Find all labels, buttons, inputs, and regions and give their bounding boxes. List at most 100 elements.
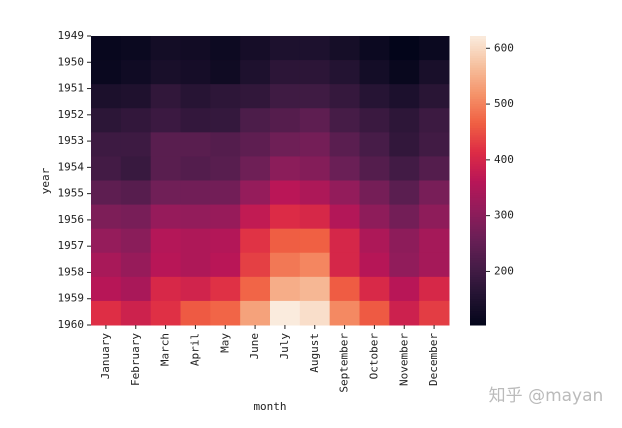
colorbar-segment (470, 238, 486, 242)
heat-cell (329, 180, 360, 206)
heat-cell (419, 276, 450, 302)
heat-cell (150, 156, 181, 181)
y-tick-label: 1949 (58, 29, 85, 42)
colorbar-segment (470, 64, 486, 68)
colorbar-segment (470, 50, 486, 54)
colorbar-segment (470, 221, 486, 225)
heat-cell (419, 132, 450, 157)
y-tick-label: 1959 (58, 292, 85, 305)
heat-cell (210, 180, 241, 206)
colorbar-segment (470, 226, 486, 230)
heat-cell (120, 300, 152, 326)
heat-cell (299, 84, 331, 109)
heat-cell (359, 276, 390, 302)
colorbar-segment (470, 214, 486, 218)
heat-cell (120, 60, 152, 85)
heat-cell (91, 60, 122, 85)
colorbar-segment (470, 197, 486, 201)
heat-cell (91, 204, 122, 230)
heat-cell (210, 60, 241, 85)
heat-cell (150, 252, 181, 278)
heat-cell (389, 60, 420, 85)
heat-cell (389, 300, 420, 326)
colorbar-segment (470, 322, 486, 326)
heat-cell (91, 108, 122, 133)
heat-cell (91, 300, 122, 326)
heat-cell (329, 156, 360, 181)
colorbar-segment (470, 105, 486, 109)
heat-cell (91, 180, 122, 206)
heat-cell (120, 132, 152, 157)
colorbar-segment (470, 192, 486, 196)
colorbar-segment (470, 144, 486, 148)
colorbar-segment (470, 245, 486, 249)
colorbar-segment (470, 134, 486, 138)
colorbar-segment (470, 202, 486, 206)
heat-cell (419, 228, 450, 254)
colorbar-segment (470, 38, 486, 42)
heat-cell (120, 180, 152, 206)
colorbar-segment (470, 62, 486, 66)
heat-cell (389, 228, 420, 254)
heat-cell (180, 84, 211, 109)
y-tick-label: 1956 (58, 213, 85, 226)
colorbar-segment (470, 96, 486, 100)
heat-cell (240, 60, 271, 85)
colorbar-segment (470, 117, 486, 121)
colorbar-tick-label: 500 (494, 97, 514, 110)
y-axis-label: year (39, 167, 52, 194)
heat-cell (329, 300, 360, 326)
heat-cell (120, 156, 152, 181)
colorbar-segment (470, 115, 486, 119)
colorbar-segment (470, 300, 486, 304)
heat-cell (299, 156, 331, 181)
x-tick-label: August (308, 333, 321, 373)
heat-cell (389, 204, 420, 230)
heat-cell (150, 300, 181, 326)
heat-cell (180, 252, 211, 278)
x-tick-label: February (129, 333, 142, 386)
colorbar-segment (470, 269, 486, 273)
colorbar-segment (470, 76, 486, 80)
colorbar-tick-label: 300 (494, 209, 514, 222)
colorbar-segment (470, 274, 486, 278)
heat-cell (329, 60, 360, 85)
colorbar-segment (470, 154, 486, 157)
colorbar-segment (470, 74, 486, 78)
heat-cell (150, 180, 181, 206)
colorbar-segment (470, 247, 486, 251)
heat-cell (210, 132, 241, 157)
heat-cell (299, 252, 331, 278)
colorbar-segment (470, 55, 486, 59)
colorbar-segment (470, 175, 486, 179)
colorbar-segment (470, 243, 486, 247)
colorbar-segment (470, 132, 486, 136)
heat-cell (270, 60, 301, 85)
heat-cell (299, 132, 331, 157)
colorbar-segment (470, 79, 486, 83)
colorbar-segment (470, 98, 486, 102)
colorbar-segment (470, 209, 486, 213)
colorbar-segment (470, 178, 486, 181)
colorbar-segment (470, 156, 486, 160)
y-tick-label: 1953 (58, 134, 85, 147)
heat-cell (270, 204, 301, 230)
colorbar-segment (470, 151, 486, 155)
colorbar-segment (470, 267, 486, 271)
colorbar-segment (470, 168, 486, 172)
y-tick-label: 1960 (58, 318, 85, 331)
heat-cell (210, 84, 241, 109)
colorbar-tick-label: 600 (494, 41, 514, 54)
heat-cell (299, 108, 331, 133)
heat-cell (180, 60, 211, 85)
colorbar-segment (470, 194, 486, 198)
colorbar-segment (470, 103, 486, 107)
colorbar-segment (470, 286, 486, 290)
heat-cell (359, 84, 390, 109)
heat-cell (240, 108, 271, 133)
colorbar-segment (470, 88, 486, 92)
colorbar-segment (470, 315, 486, 319)
heat-cell (180, 132, 211, 157)
colorbar-segment (470, 240, 486, 244)
colorbar-segment (470, 180, 486, 184)
